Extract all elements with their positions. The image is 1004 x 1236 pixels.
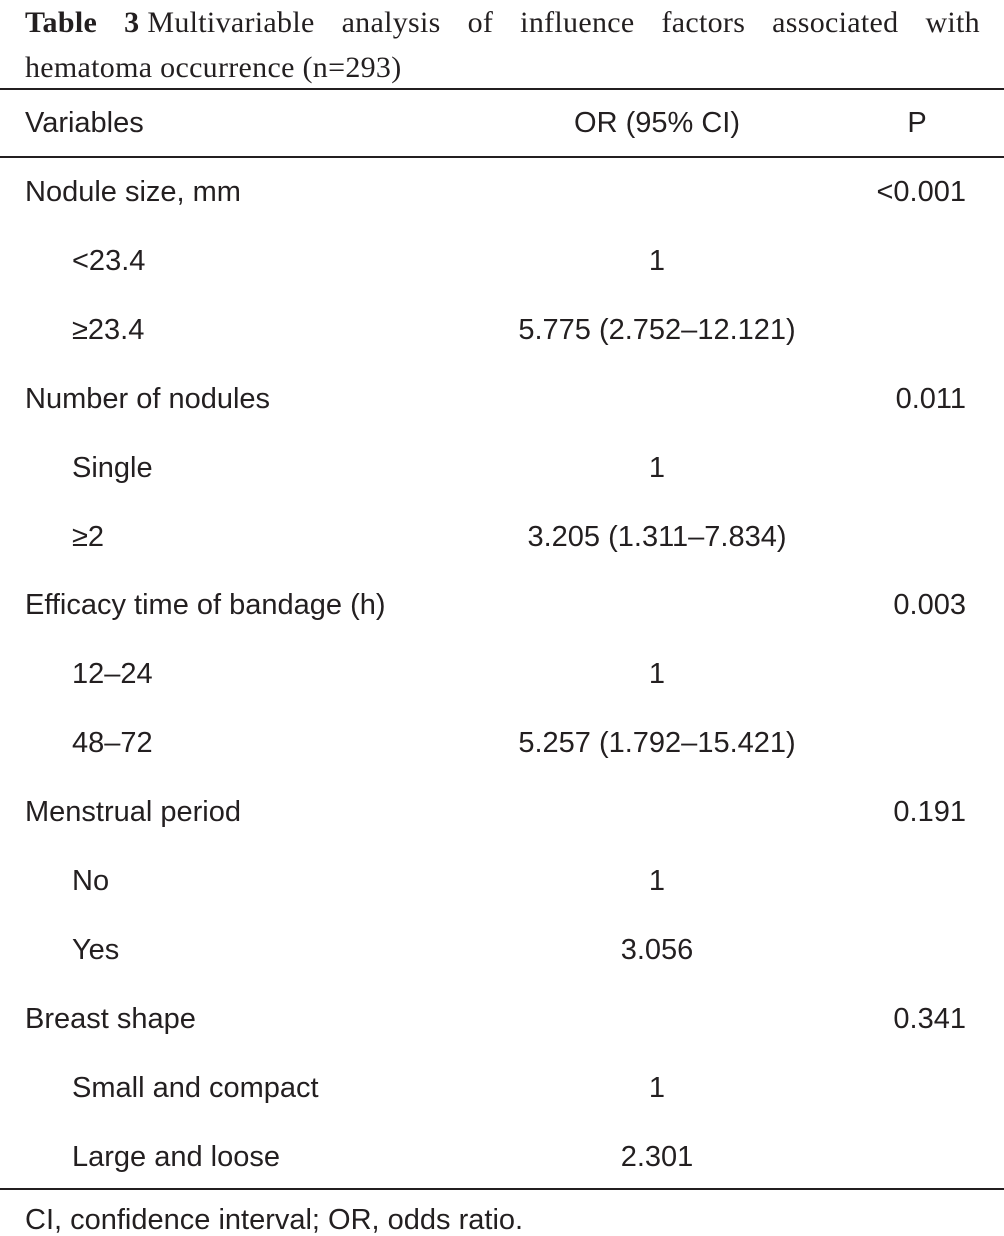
table-caption: Table 3 Multivariable analysis of influen… bbox=[25, 0, 980, 90]
header-cell: P bbox=[907, 107, 927, 139]
level-label: <23.4 bbox=[72, 244, 146, 277]
odds-ratio: 5.775 (2.752–12.121) bbox=[518, 313, 796, 346]
odds-ratio: 3.205 (1.311–7.834) bbox=[527, 520, 787, 553]
p-value: 0.011 bbox=[895, 382, 966, 415]
caption-text: Multivariable analysis of influence fact… bbox=[25, 6, 980, 84]
odds-ratio: 1 bbox=[648, 451, 666, 484]
p-value: 0.191 bbox=[893, 796, 966, 829]
level-label: ≥2 bbox=[72, 520, 105, 553]
footnote: CI, confidence interval; OR, odds ratio. bbox=[25, 1204, 524, 1236]
header-rule bbox=[0, 156, 1004, 158]
top-rule bbox=[0, 88, 1004, 90]
odds-ratio: 1 bbox=[648, 865, 666, 897]
odds-ratio: 2.301 bbox=[620, 1140, 694, 1173]
level-label: ≥23.4 bbox=[72, 313, 145, 346]
odds-ratio: 3.056 bbox=[620, 933, 694, 966]
level-label: Large and loose bbox=[72, 1140, 280, 1173]
level-label: 12–24 bbox=[72, 658, 153, 691]
odds-ratio: 5.257 (1.792–15.421) bbox=[518, 727, 796, 760]
p-value: 0.341 bbox=[893, 1002, 966, 1035]
p-value: 0.003 bbox=[893, 589, 966, 622]
header-cell: OR (95% CI) bbox=[574, 107, 740, 139]
level-label: 48–72 bbox=[72, 727, 153, 760]
level-label: No bbox=[72, 865, 110, 897]
variable-name: Number of nodules bbox=[25, 382, 271, 415]
caption-label: Table 3 bbox=[25, 6, 140, 39]
variable-name: Efficacy time of bandage (h) bbox=[25, 589, 386, 622]
variable-name: Menstrual period bbox=[25, 796, 241, 829]
level-label: Yes bbox=[72, 933, 120, 966]
odds-ratio: 1 bbox=[648, 1071, 666, 1104]
bottom-rule bbox=[0, 1188, 1004, 1190]
variable-name: Breast shape bbox=[25, 1002, 196, 1035]
level-label: Single bbox=[72, 451, 153, 484]
p-value: <0.001 bbox=[876, 176, 966, 208]
header-cell: Variables bbox=[25, 107, 144, 139]
odds-ratio: 1 bbox=[648, 244, 666, 277]
level-label: Small and compact bbox=[72, 1071, 319, 1104]
odds-ratio: 1 bbox=[648, 658, 666, 691]
variable-name: Nodule size, mm bbox=[25, 176, 241, 208]
